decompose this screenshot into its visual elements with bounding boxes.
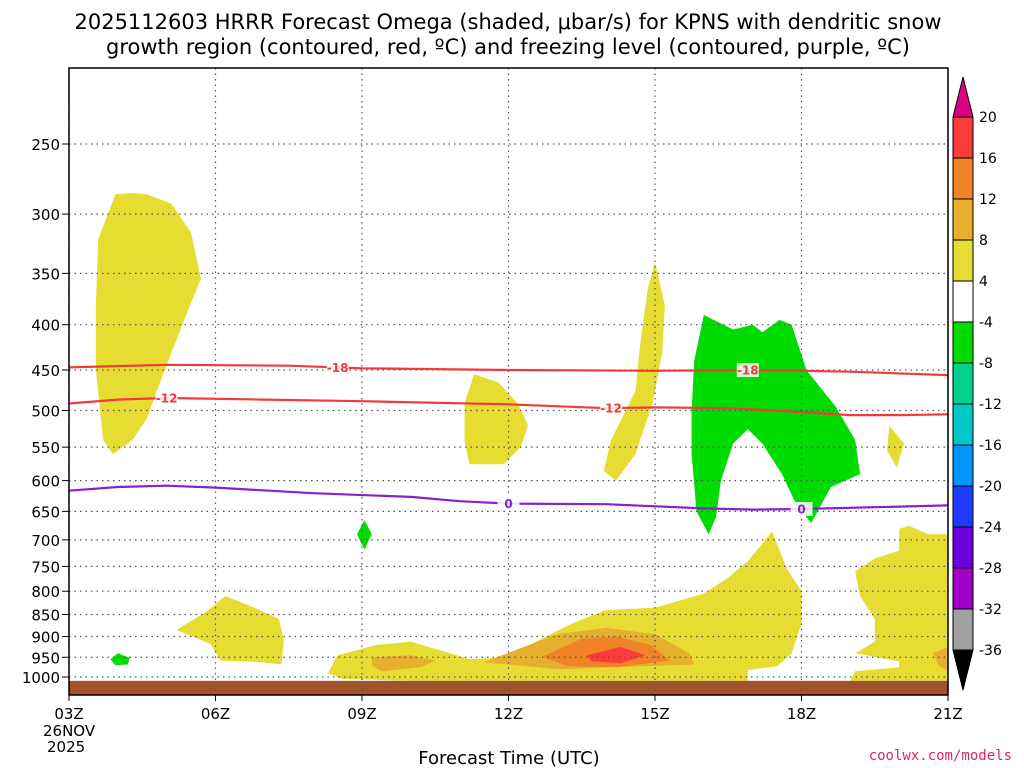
omega-region-12 <box>933 647 948 672</box>
colorbar-label--12: -12 <box>979 397 1002 413</box>
colorbar: -36 -32 -28 -24 -20 -16 -12 -8 -4 4 8 12 16 20 <box>952 76 1002 691</box>
contour-label-bg-0-0 <box>497 496 520 511</box>
colorbar-swatch--16-to--12 <box>952 403 974 446</box>
omega-region-2 <box>603 262 665 481</box>
colorbar-swatch--12-to--8 <box>952 362 974 405</box>
contour-lines: -18 -18 -12 -12 0 0 <box>68 360 949 517</box>
colorbar-swatch--8-to--4 <box>952 321 974 364</box>
colorbar-swatch--32-to--28 <box>952 567 974 610</box>
y-tick-label-700: 700 <box>31 532 60 550</box>
colorbar-label--24: -24 <box>979 520 1002 536</box>
contour-label--18-1: -18 <box>737 364 759 378</box>
colorbar-swatch-16-to-20 <box>952 116 974 159</box>
colorbar-swatch--4-to-4 <box>952 280 974 323</box>
y-axis-ticks: 250 300 350 400 450 500 550 600 650 700 750 800 850 9… <box>22 136 69 687</box>
x-tick-label-18Z: 18Z <box>787 705 816 723</box>
colorbar-label--32: -32 <box>979 602 1002 618</box>
y-tick-label-900: 900 <box>31 628 60 646</box>
omega-region-7 <box>176 596 284 665</box>
omega-region-3 <box>887 425 905 468</box>
y-tick-label-600: 600 <box>31 473 60 491</box>
date-label-year: 2025 <box>47 738 85 756</box>
colorbar-swatch--24-to--20 <box>952 485 974 528</box>
omega-region-14 <box>586 647 646 664</box>
contour-label-bg--12-1 <box>600 401 623 416</box>
omega-region-5 <box>357 520 372 550</box>
colorbar-label--36: -36 <box>979 643 1002 659</box>
x-tick-label-15Z: 15Z <box>640 705 669 723</box>
colorbar-label-16: 16 <box>979 151 997 167</box>
colorbar-label-20: 20 <box>979 110 997 126</box>
colorbar-label--20: -20 <box>979 479 1002 495</box>
omega-shading-layer <box>95 193 948 681</box>
y-tick-label-1000: 1000 <box>22 669 60 687</box>
contour-label-0-1: 0 <box>797 503 805 517</box>
y-tick-label-400: 400 <box>31 317 60 335</box>
colorbar-swatch-12-to-16 <box>952 157 974 200</box>
y-tick-label-300: 300 <box>31 206 60 224</box>
contour-label-0-0: 0 <box>504 497 512 511</box>
contour-label--12-1: -12 <box>600 402 622 416</box>
y-tick-label-800: 800 <box>31 583 60 601</box>
x-tick-label-09Z: 09Z <box>347 705 376 723</box>
colorbar-top-arrow <box>952 76 974 118</box>
surface-ground-band <box>69 680 948 695</box>
colorbar-label--16: -16 <box>979 438 1002 454</box>
colorbar-label-12: 12 <box>979 192 997 208</box>
chart-title-line2: growth region (contoured, red, ºC) and f… <box>106 35 910 59</box>
contour-line--18 <box>68 363 949 377</box>
omega-region-1 <box>464 374 528 465</box>
colorbar-label--8: -8 <box>979 356 993 372</box>
x-tick-label-06Z: 06Z <box>201 705 230 723</box>
y-tick-label-750: 750 <box>31 558 60 576</box>
x-tick-label-21Z: 21Z <box>933 705 962 723</box>
omega-region-8 <box>327 531 802 681</box>
omega-region-0 <box>95 193 201 455</box>
omega-region-10 <box>371 655 436 672</box>
contour-label-bg-0-1 <box>790 502 813 516</box>
colorbar-swatch--20-to--16 <box>952 444 974 487</box>
credit-link[interactable]: coolwx.com/models <box>869 748 1012 764</box>
colorbar-swatch-4-to-8 <box>952 239 974 282</box>
x-tick-label-12Z: 12Z <box>494 705 523 723</box>
y-tick-label-550: 550 <box>31 439 60 457</box>
chart-title-line1: 2025112603 HRRR Forecast Omega (shaded, … <box>74 10 941 34</box>
contour-label--18-0: -18 <box>327 361 349 375</box>
omega-region-9 <box>850 525 948 681</box>
contour-label-bg--18-0 <box>326 360 349 375</box>
y-tick-label-950: 950 <box>31 649 60 667</box>
colorbar-label-4: 4 <box>979 274 988 290</box>
y-tick-label-250: 250 <box>31 136 60 154</box>
y-tick-label-850: 850 <box>31 607 60 625</box>
omega-region-6 <box>110 653 130 666</box>
colorbar-label--28: -28 <box>979 561 1002 577</box>
x-axis-ticks: 03Z 06Z 09Z 12Z 15Z 18Z 21Z <box>54 695 963 723</box>
colorbar-swatch--36-to--32 <box>952 608 974 651</box>
colorbar-swatch-8-to-12 <box>952 198 974 241</box>
colorbar-bottom-arrow <box>952 649 974 691</box>
colorbar-label-8: 8 <box>979 233 988 249</box>
colorbar-swatch--28-to--24 <box>952 526 974 569</box>
y-tick-label-500: 500 <box>31 403 60 421</box>
y-tick-label-450: 450 <box>31 362 60 380</box>
contour-label-bg--18-1 <box>736 363 759 378</box>
contour-label--12-0: -12 <box>156 391 178 405</box>
colorbar-label--4: -4 <box>979 315 993 331</box>
y-tick-label-650: 650 <box>31 503 60 521</box>
y-tick-label-350: 350 <box>31 265 60 283</box>
date-label-day: 26NOV <box>43 722 96 740</box>
x-tick-label-03Z: 03Z <box>54 705 83 723</box>
contour-label-bg--12-0 <box>155 390 178 405</box>
x-axis-label: Forecast Time (UTC) <box>418 748 599 768</box>
